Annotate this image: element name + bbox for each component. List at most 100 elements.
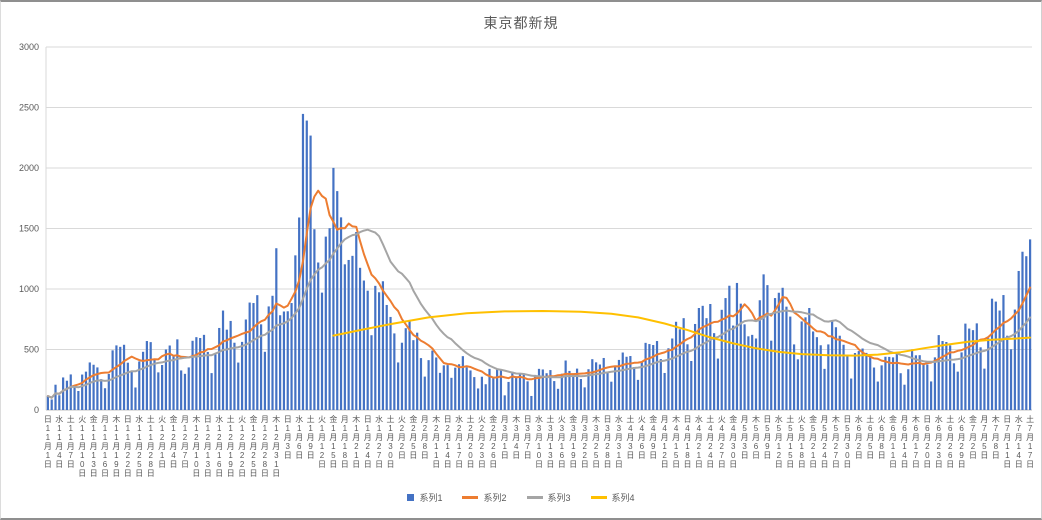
x-axis-labels: 日 1 1 月 1 日水 1 1 月 4 日土 1 1 月 7 日火 1 1 月 1 0 日金 1 1 月 1 3 日月 1 1 月 1 6 日 木… [44,414,1034,478]
svg-text:1000: 1000 [19,284,39,294]
legend-label-series3: 系列3 [547,493,571,503]
chart-title: 東京都新規 [483,15,559,31]
chart-legend: 系列1 系列2 系列3 系列4 [1,491,1041,504]
line-series-2 [46,189,1032,399]
svg-text:0: 0 [34,405,39,415]
legend-label-series2: 系列2 [483,493,507,503]
legend-label-series1: 系列1 [419,493,443,503]
series4-line-swatch-icon [590,496,607,499]
legend-item-series3[interactable]: 系列3 [526,491,571,504]
legend-item-series2[interactable]: 系列2 [462,491,507,504]
line-series-3 [46,228,1032,399]
legend-item-series4[interactable]: 系列4 [590,491,635,504]
line-series-4 [332,310,1032,357]
svg-text:2000: 2000 [19,163,39,173]
legend-item-series1[interactable]: 系列1 [407,491,442,504]
y-axis-labels: 0 500 1000 1500 2000 2500 3000 [19,42,39,415]
legend-label-series4: 系列4 [611,493,635,503]
svg-text:500: 500 [24,345,39,355]
svg-text:3000: 3000 [19,42,39,52]
series2-line-swatch-icon [462,496,479,499]
